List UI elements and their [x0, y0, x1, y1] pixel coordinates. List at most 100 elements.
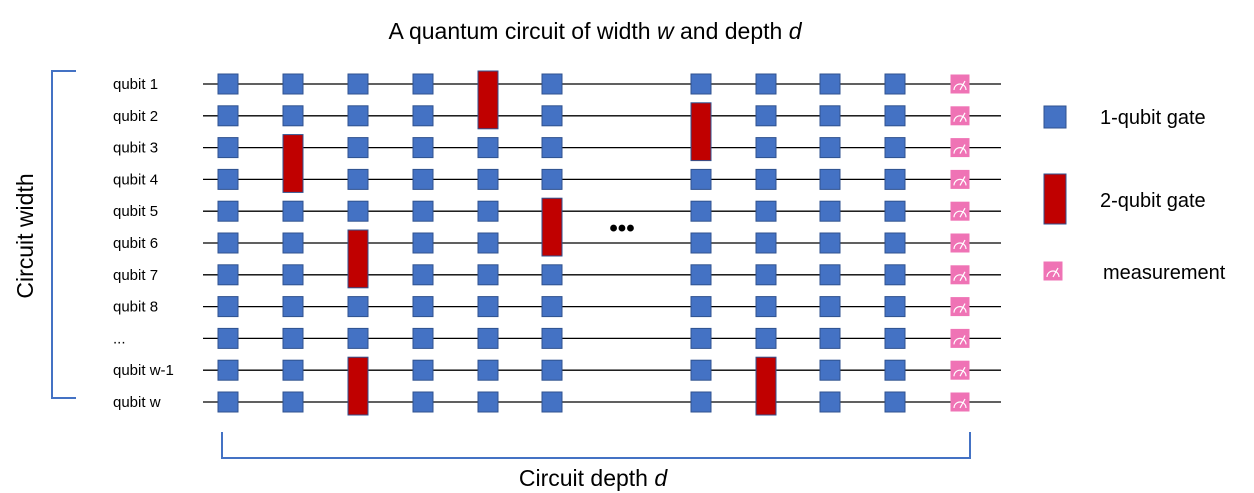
measurement-gate [950, 360, 970, 380]
one-qubit-gate [477, 391, 499, 413]
one-qubit-gate [282, 200, 304, 222]
one-qubit-gate [217, 105, 239, 127]
one-qubit-gate [755, 73, 777, 95]
one-qubit-gate [819, 391, 841, 413]
one-qubit-gate [412, 105, 434, 127]
qubit-label: qubit 3 [113, 140, 158, 157]
one-qubit-gate [884, 359, 906, 381]
one-qubit-gate [217, 73, 239, 95]
one-qubit-gate [884, 391, 906, 413]
one-qubit-gate [884, 232, 906, 254]
one-qubit-gate [690, 200, 712, 222]
one-qubit-gate [690, 296, 712, 318]
gates [217, 70, 970, 416]
two-qubit-gate [690, 102, 712, 162]
qubit-label: qubit 2 [113, 108, 158, 125]
one-qubit-gate [217, 200, 239, 222]
one-qubit-gate [690, 232, 712, 254]
one-qubit-gate [755, 137, 777, 159]
one-qubit-gate [412, 73, 434, 95]
two-qubit-gate [541, 197, 563, 257]
measurement-gate [950, 233, 970, 253]
one-qubit-gate [884, 264, 906, 286]
one-qubit-gate [541, 264, 563, 286]
legend-measurement-label: measurement [1103, 262, 1226, 284]
one-qubit-gate [412, 359, 434, 381]
one-qubit-gate [412, 232, 434, 254]
one-qubit-gate [477, 327, 499, 349]
one-qubit-gate [412, 168, 434, 190]
one-qubit-gate [541, 327, 563, 349]
one-qubit-gate [690, 391, 712, 413]
one-qubit-gate [412, 296, 434, 318]
measurement-gate [950, 265, 970, 285]
one-qubit-gate [884, 200, 906, 222]
one-qubit-gate [541, 137, 563, 159]
one-qubit-gate [884, 296, 906, 318]
ellipsis-columns: ••• [609, 215, 634, 242]
one-qubit-gate [412, 137, 434, 159]
one-qubit-gate [282, 73, 304, 95]
one-qubit-gate [819, 232, 841, 254]
one-qubit-gate [477, 168, 499, 190]
one-qubit-gate [477, 200, 499, 222]
diagram-title: A quantum circuit of width w and depth d [389, 18, 803, 44]
qubit-label: qubit w-1 [113, 362, 174, 379]
one-qubit-gate [412, 200, 434, 222]
one-qubit-gate [477, 232, 499, 254]
one-qubit-gate [884, 327, 906, 349]
one-qubit-gate [217, 327, 239, 349]
one-qubit-gate [755, 232, 777, 254]
width-bracket [51, 70, 76, 399]
one-qubit-gate [819, 73, 841, 95]
one-qubit-gate [217, 137, 239, 159]
one-qubit-gate [347, 200, 369, 222]
one-qubit-gate [477, 137, 499, 159]
one-qubit-gate [819, 168, 841, 190]
measurement-gate [950, 169, 970, 189]
one-qubit-gate [347, 105, 369, 127]
one-qubit-gate [347, 73, 369, 95]
one-qubit-gate [217, 296, 239, 318]
one-qubit-gate [690, 359, 712, 381]
one-qubit-gate [541, 391, 563, 413]
one-qubit-gate [690, 73, 712, 95]
measurement-gate [950, 297, 970, 317]
legend: 1-qubit gate 2-qubit gate measurement [1043, 105, 1226, 284]
one-qubit-gate [884, 73, 906, 95]
one-qubit-gate [755, 200, 777, 222]
one-qubit-gate [282, 232, 304, 254]
one-qubit-gate [217, 264, 239, 286]
one-qubit-gate [347, 137, 369, 159]
two-qubit-gate [755, 356, 777, 416]
legend-one-qubit-swatch [1043, 105, 1067, 129]
one-qubit-gate [884, 137, 906, 159]
one-qubit-gate [412, 391, 434, 413]
one-qubit-gate [347, 168, 369, 190]
one-qubit-gate [819, 105, 841, 127]
qubit-label: ... [113, 330, 126, 347]
measurement-gate [950, 138, 970, 158]
one-qubit-gate [282, 391, 304, 413]
qubit-wires [203, 83, 1001, 403]
one-qubit-gate [541, 105, 563, 127]
one-qubit-gate [819, 137, 841, 159]
legend-two-qubit-label: 2-qubit gate [1100, 190, 1206, 212]
one-qubit-gate [217, 168, 239, 190]
one-qubit-gate [690, 264, 712, 286]
one-qubit-gate [819, 296, 841, 318]
meter-icon [1043, 261, 1063, 281]
one-qubit-gate [690, 168, 712, 190]
two-qubit-gate [282, 134, 304, 193]
one-qubit-gate [282, 105, 304, 127]
one-qubit-gate [819, 359, 841, 381]
one-qubit-gate [755, 296, 777, 318]
one-qubit-gate [477, 359, 499, 381]
one-qubit-gate [755, 264, 777, 286]
two-qubit-gate [477, 70, 499, 130]
circuit-depth-label: Circuit depth d [519, 465, 669, 491]
one-qubit-gate [412, 264, 434, 286]
qubit-label: qubit 1 [113, 76, 158, 93]
depth-bracket [221, 432, 971, 459]
